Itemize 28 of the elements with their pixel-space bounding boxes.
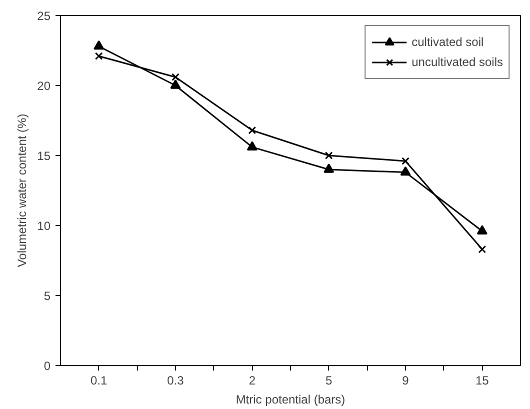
point: [478, 245, 486, 254]
x-axis-title: Mtric potential (bars): [236, 392, 346, 406]
point: [402, 157, 410, 166]
y-tick-label: 15: [37, 149, 51, 163]
y-tick-label: 10: [37, 219, 51, 233]
point: [324, 152, 333, 160]
x-tick-label: 15: [475, 374, 490, 388]
y-tick-label: 0: [44, 359, 51, 373]
point: [94, 40, 104, 50]
point: [170, 80, 181, 89]
y-tick-label: 20: [37, 79, 51, 93]
point: [476, 225, 488, 234]
y-axis-title: Volumetric water content (%): [15, 114, 30, 268]
point: [172, 73, 180, 82]
x-tick-label: 0.3: [167, 374, 184, 388]
point: [400, 166, 411, 176]
legend-label: cultivated soil: [412, 35, 484, 49]
x-tick-label: 5: [325, 374, 332, 388]
point: [246, 141, 258, 150]
y-tick-label: 5: [44, 289, 51, 303]
x-tick-label: 9: [402, 374, 410, 388]
legend-label: uncultivated soils: [412, 55, 503, 69]
point: [248, 126, 256, 134]
x-tick-label: 0.1: [90, 374, 108, 388]
point: [324, 164, 334, 173]
x-tick-label: 2: [248, 374, 256, 388]
y-tick-label: 25: [37, 9, 51, 23]
point: [94, 52, 103, 60]
